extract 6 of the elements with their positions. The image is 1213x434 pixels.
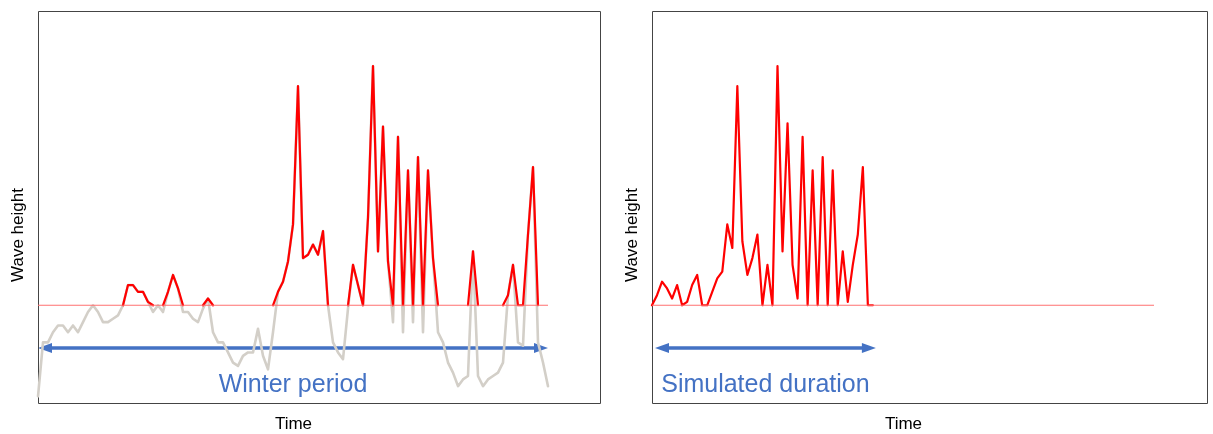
y-axis-title: Wave height	[7, 187, 27, 282]
x-axis-title: Time	[884, 413, 923, 433]
x-axis-title: Time	[274, 413, 313, 433]
y-axis-title: Wave height	[621, 187, 641, 282]
annotation: Winter period	[218, 368, 368, 398]
annotation: Simulated duration	[661, 368, 870, 398]
